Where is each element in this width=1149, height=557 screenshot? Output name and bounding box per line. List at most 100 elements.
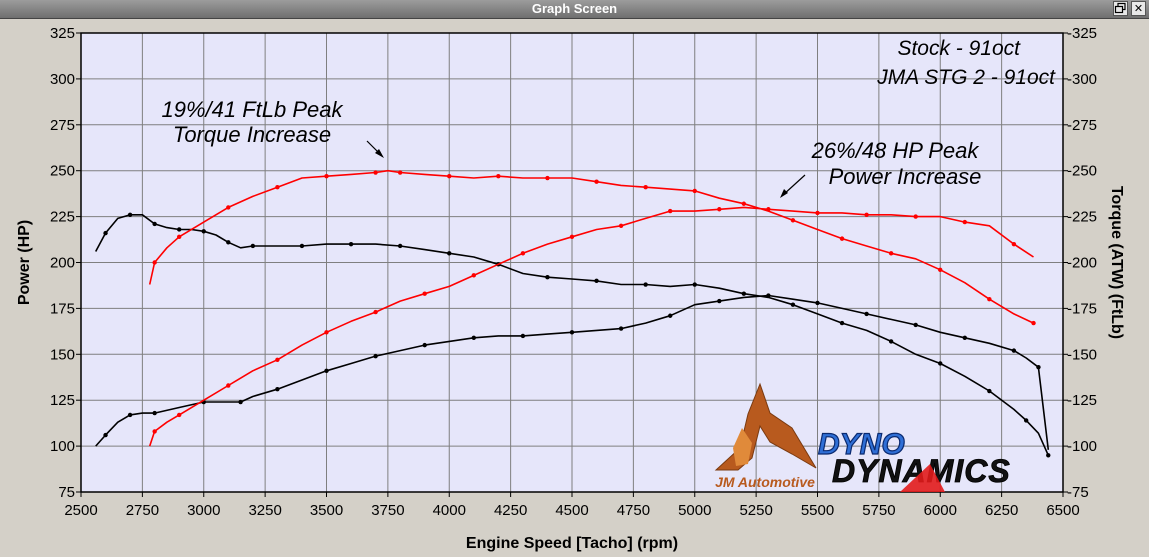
dd-logo-top: DYNO	[818, 428, 905, 461]
dd-logo-accent	[900, 464, 945, 492]
data-point	[152, 221, 157, 227]
y2-tick-label: -325	[1067, 25, 1097, 42]
x-tick-label: 3250	[248, 502, 281, 519]
data-point	[422, 342, 427, 348]
data-point	[471, 273, 476, 278]
data-point	[520, 333, 526, 339]
data-point	[987, 297, 992, 302]
data-point	[250, 243, 256, 249]
data-point	[397, 170, 403, 175]
x-tick-label: 5250	[739, 502, 772, 519]
annotation-power-line2: Power Increase	[829, 164, 982, 189]
series-line-power-stock	[95, 294, 1050, 450]
y-tick-label: 150	[50, 346, 75, 363]
x-tick-label: 6000	[924, 502, 957, 519]
data-point	[177, 412, 182, 418]
data-point	[520, 251, 526, 256]
data-point	[373, 170, 378, 175]
data-point	[397, 243, 403, 249]
data-point	[201, 229, 206, 234]
data-point	[913, 214, 918, 219]
annotation-torque-line1: 19%/41 FtLb Peak	[161, 97, 343, 122]
x-tick-label: 4000	[433, 502, 466, 519]
y2-tick-label: -100	[1067, 438, 1097, 455]
data-point	[275, 185, 280, 190]
annotation-power-arrow	[782, 174, 806, 196]
data-point	[618, 326, 624, 331]
data-point	[864, 311, 869, 317]
restore-icon[interactable]	[1113, 1, 1128, 16]
data-point	[103, 432, 108, 438]
data-point	[226, 205, 231, 210]
x-tick-label: 6500	[1046, 502, 1079, 519]
y-tick-label: 325	[50, 25, 75, 42]
data-point	[545, 175, 550, 181]
y2-tick-label: -150	[1067, 346, 1097, 363]
data-point	[496, 174, 501, 179]
x-tick-label: 3750	[371, 502, 404, 519]
restore-icon-glyph	[1114, 2, 1126, 14]
data-point	[668, 313, 673, 318]
window-title: Graph Screen	[531, 1, 618, 16]
dd-logo-bottom: DYNAMICS	[832, 453, 1011, 489]
data-point	[103, 230, 108, 236]
y2-axis-label: Torque (ATW) (FtLb)	[1108, 186, 1125, 339]
data-point	[692, 188, 697, 194]
y2-tick-label: -125	[1067, 392, 1097, 409]
dyno-chart: 2500 2750 3000 3250 3500 3750 4000 4250 4500 4750…	[16, 25, 1125, 552]
data-point	[717, 298, 722, 304]
data-point	[238, 399, 243, 405]
data-point	[913, 322, 918, 328]
x-tick-label: 5500	[801, 502, 834, 519]
data-point	[594, 278, 599, 284]
data-point	[226, 240, 231, 245]
data-point	[618, 223, 624, 228]
y2-tick-label: -175	[1067, 300, 1097, 317]
y-tick-label: 225	[50, 209, 75, 226]
data-point	[815, 210, 820, 216]
data-point	[1036, 364, 1041, 370]
data-point	[864, 212, 869, 217]
data-point	[962, 219, 967, 225]
y2-tick-label: -250	[1067, 163, 1097, 180]
data-point	[1011, 241, 1017, 247]
data-point	[299, 243, 305, 249]
data-point	[1011, 348, 1017, 353]
x-tick-label: 5750	[862, 502, 895, 519]
data-point	[717, 207, 722, 212]
close-icon[interactable]: ✕	[1131, 1, 1146, 16]
data-point	[569, 234, 575, 239]
data-point	[741, 291, 747, 296]
data-point	[962, 335, 967, 340]
data-point	[152, 410, 157, 416]
x-tick-label: 4250	[494, 502, 527, 519]
data-point	[177, 234, 182, 239]
data-point	[938, 361, 943, 366]
y2-tick-label: -300	[1067, 71, 1097, 88]
y-tick-label: 300	[50, 71, 75, 88]
jm-automotive-logo: JM Automotive	[714, 382, 817, 490]
data-point	[594, 179, 599, 184]
data-point	[177, 227, 182, 232]
data-point	[226, 383, 231, 388]
data-point	[815, 300, 820, 306]
data-point	[790, 218, 796, 223]
data-point	[152, 260, 157, 265]
jm-logo-highlight	[733, 428, 752, 466]
data-point	[422, 291, 427, 296]
data-point	[643, 185, 648, 190]
annotation-power-arrowhead	[780, 189, 788, 198]
data-point	[324, 330, 329, 335]
annotation-power-line1: 26%/48 HP Peak	[811, 138, 980, 163]
data-point	[569, 330, 575, 335]
y-tick-label: 200	[50, 255, 75, 272]
series-line-torque-stock	[94, 214, 1050, 456]
x-tick-label: 3000	[187, 502, 220, 519]
data-point	[741, 201, 747, 206]
data-point	[127, 212, 133, 217]
data-point	[373, 309, 378, 315]
x-tick-label: 4750	[617, 502, 650, 519]
y2-tick-label: -275	[1067, 117, 1097, 134]
data-point	[888, 339, 894, 344]
